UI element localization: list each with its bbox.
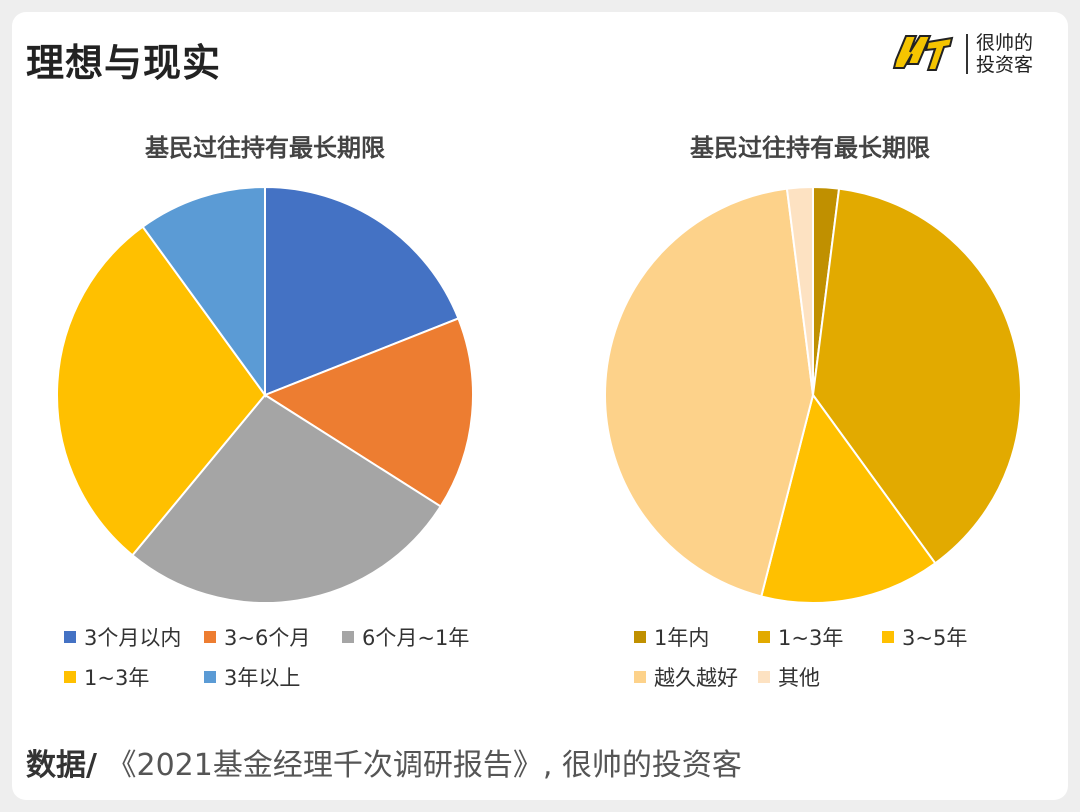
left-legend-item-4: 1~3年 [64, 662, 149, 692]
right-slice-3 [760, 392, 937, 604]
left-slice-4 [56, 225, 267, 557]
right-slice-4 [604, 187, 815, 598]
chart-title-left: 基民过往持有最长期限 [145, 134, 385, 162]
pie-chart-left [56, 185, 474, 604]
logo-mark-icon [892, 35, 954, 71]
source-label: 数据/ [26, 748, 97, 783]
right-legend-label-5: 其他 [778, 666, 820, 690]
right-slice-2 [811, 187, 1022, 565]
right-legend-swatch-5 [758, 671, 770, 683]
brand-logo: 很帅的 投资客 [890, 28, 1060, 80]
logo-text: 很帅的 投资客 [976, 32, 1033, 76]
right-legend-swatch-3 [882, 631, 894, 643]
left-legend-label-1: 3个月以内 [84, 626, 182, 650]
right-legend-item-2: 1~3年 [758, 622, 843, 652]
right-legend-label-3: 3~5年 [902, 626, 968, 650]
right-legend-item-5: 其他 [758, 662, 820, 692]
right-legend-swatch-1 [634, 631, 646, 643]
right-legend-label-2: 1~3年 [778, 626, 844, 650]
left-legend-swatch-4 [64, 671, 76, 683]
right-legend-label-4: 越久越好 [654, 666, 738, 690]
left-legend-swatch-2 [204, 631, 216, 643]
left-legend-label-3: 6个月~1年 [362, 626, 470, 650]
left-legend-label-4: 1~3年 [84, 666, 150, 690]
source-text: 《2021基金经理千次调研报告》, 很帅的投资客 [96, 748, 742, 783]
logo-text-line2: 投资客 [976, 54, 1034, 76]
source-footer: 数据/ 《2021基金经理千次调研报告》, 很帅的投资客 [26, 740, 742, 784]
left-slice-1 [264, 185, 460, 397]
right-legend-item-4: 越久越好 [634, 662, 738, 692]
left-legend-label-2: 3~6个月 [224, 626, 311, 650]
logo-divider [966, 34, 968, 74]
chart-title-right: 基民过往持有最长期限 [690, 134, 930, 162]
pie-chart-right [604, 185, 1022, 604]
left-legend-swatch-1 [64, 631, 76, 643]
left-legend-swatch-3 [342, 631, 354, 643]
right-legend-swatch-4 [634, 671, 646, 683]
left-legend-label-5: 3年以上 [224, 666, 301, 690]
left-legend-item-5: 3年以上 [204, 662, 300, 692]
logo-text-line1: 很帅的 [976, 32, 1034, 54]
right-legend-item-3: 3~5年 [882, 622, 967, 652]
right-legend-item-1: 1年内 [634, 622, 709, 652]
left-legend-item-1: 3个月以内 [64, 622, 181, 652]
left-legend-item-2: 3~6个月 [204, 622, 310, 652]
right-slice-5 [785, 185, 814, 396]
legend-left: 3个月以内 3~6个月 6个月~1年 1~3年 3年以上 [64, 622, 504, 702]
left-slice-3 [131, 393, 443, 604]
page-title: 理想与现实 [26, 41, 222, 85]
left-legend-swatch-5 [204, 671, 216, 683]
right-legend-label-1: 1年内 [654, 626, 710, 650]
right-legend-swatch-2 [758, 631, 770, 643]
left-legend-item-3: 6个月~1年 [342, 622, 469, 652]
left-slice-5 [141, 185, 266, 399]
left-slice-2 [262, 317, 474, 508]
legend-right: 1年内 1~3年 3~5年越久越好 其他 [634, 622, 1034, 702]
